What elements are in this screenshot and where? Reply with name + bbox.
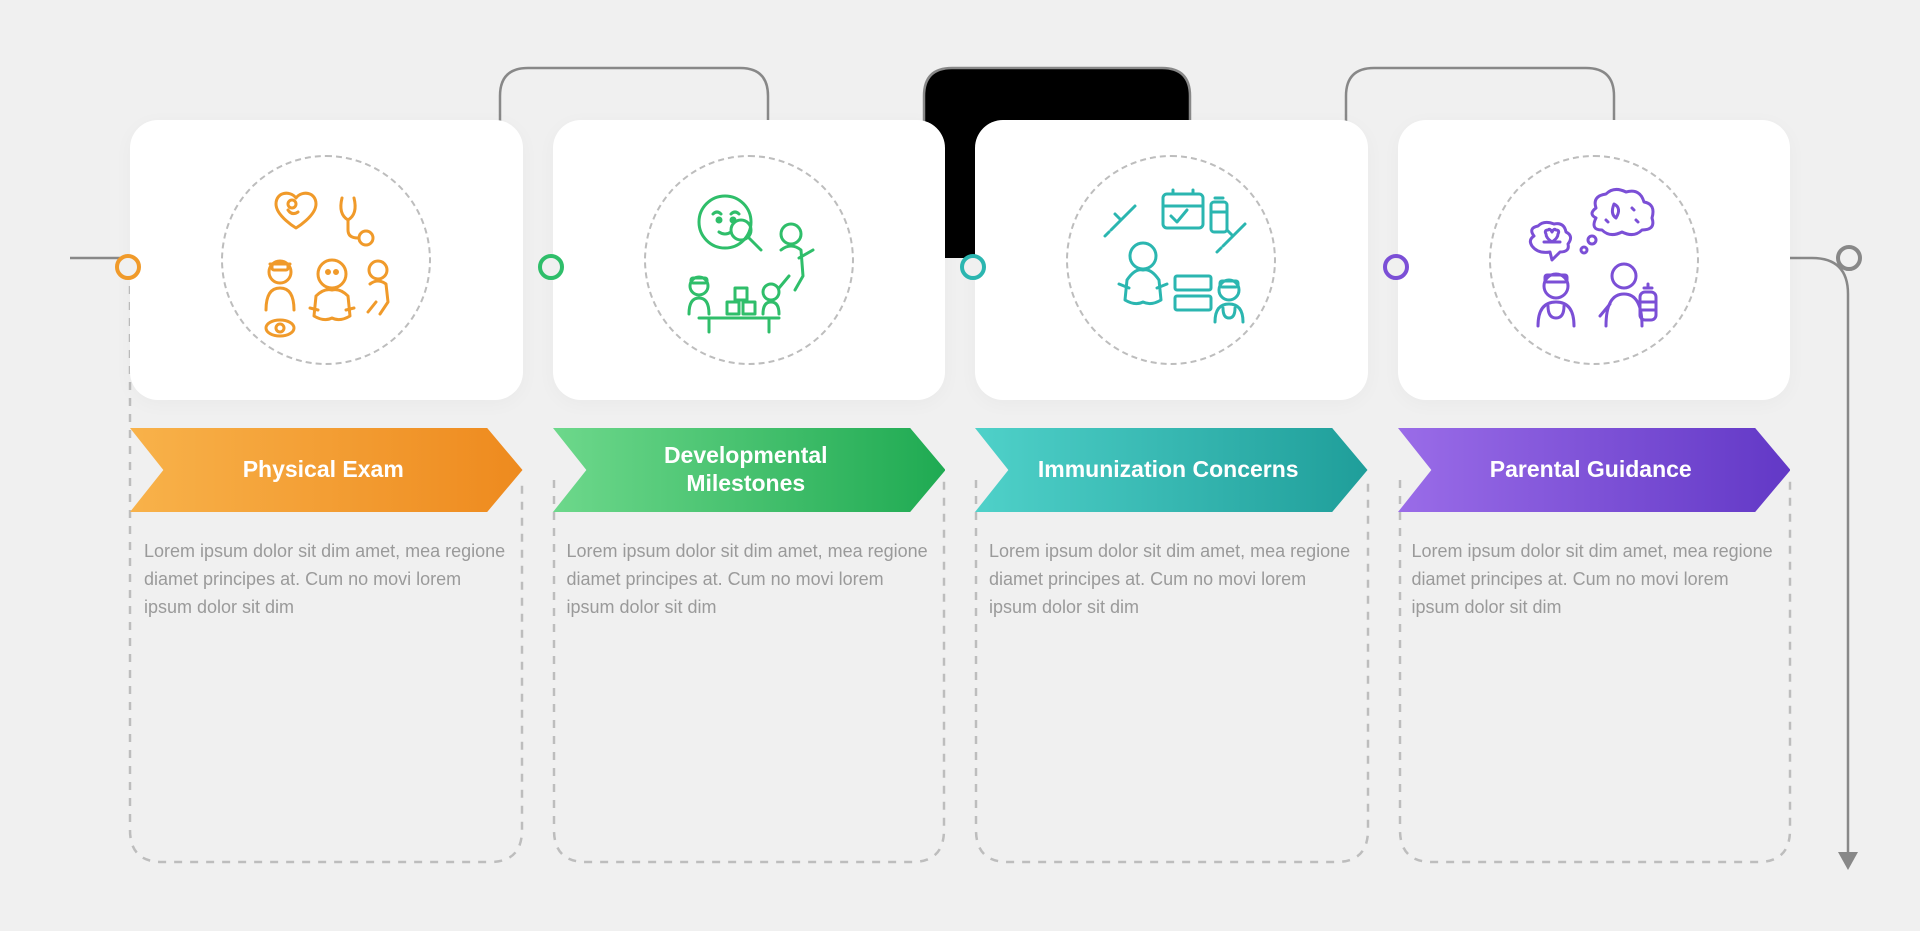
step-dot-2 bbox=[538, 254, 564, 280]
icon-circle-3 bbox=[1066, 155, 1276, 365]
step-dot-4 bbox=[1383, 254, 1409, 280]
step-physical-exam: Physical Exam Lorem ipsum dolor sit dim … bbox=[130, 120, 523, 622]
step-immunization-concerns: Immunization Concerns Lorem ipsum dolor … bbox=[975, 120, 1368, 622]
card-immunization-concerns bbox=[975, 120, 1368, 400]
icon-circle-1 bbox=[221, 155, 431, 365]
icon-circle-2 bbox=[644, 155, 854, 365]
step-title-2: Developmental Milestones bbox=[607, 442, 886, 497]
step-desc-2: Lorem ipsum dolor sit dim amet, mea regi… bbox=[553, 538, 946, 622]
step-desc-1: Lorem ipsum dolor sit dim amet, mea regi… bbox=[130, 538, 523, 622]
step-title-3: Immunization Concerns bbox=[1029, 456, 1308, 484]
step-dot-1 bbox=[115, 254, 141, 280]
step-desc-3: Lorem ipsum dolor sit dim amet, mea regi… bbox=[975, 538, 1368, 622]
step-developmental-milestones: Developmental Milestones Lorem ipsum dol… bbox=[553, 120, 946, 622]
step-dot-3 bbox=[960, 254, 986, 280]
step-title-4: Parental Guidance bbox=[1452, 456, 1731, 484]
end-dot bbox=[1836, 245, 1862, 271]
parental-guidance-icon bbox=[1514, 180, 1674, 340]
step-title-1: Physical Exam bbox=[184, 456, 463, 484]
developmental-milestones-icon bbox=[669, 180, 829, 340]
step-parental-guidance: Parental Guidance Lorem ipsum dolor sit … bbox=[1398, 120, 1791, 622]
step-desc-4: Lorem ipsum dolor sit dim amet, mea regi… bbox=[1398, 538, 1791, 622]
icon-circle-4 bbox=[1489, 155, 1699, 365]
arrow-banner-3: Immunization Concerns bbox=[975, 428, 1368, 512]
arrow-banner-1: Physical Exam bbox=[130, 428, 523, 512]
physical-exam-icon bbox=[246, 180, 406, 340]
infographic-canvas: Physical Exam Lorem ipsum dolor sit dim … bbox=[0, 0, 1920, 931]
immunization-concerns-icon bbox=[1091, 180, 1251, 340]
steps-row: Physical Exam Lorem ipsum dolor sit dim … bbox=[130, 120, 1790, 622]
arrow-banner-2: Developmental Milestones bbox=[553, 428, 946, 512]
arrow-banner-4: Parental Guidance bbox=[1398, 428, 1791, 512]
card-parental-guidance bbox=[1398, 120, 1791, 400]
card-developmental-milestones bbox=[553, 120, 946, 400]
card-physical-exam bbox=[130, 120, 523, 400]
